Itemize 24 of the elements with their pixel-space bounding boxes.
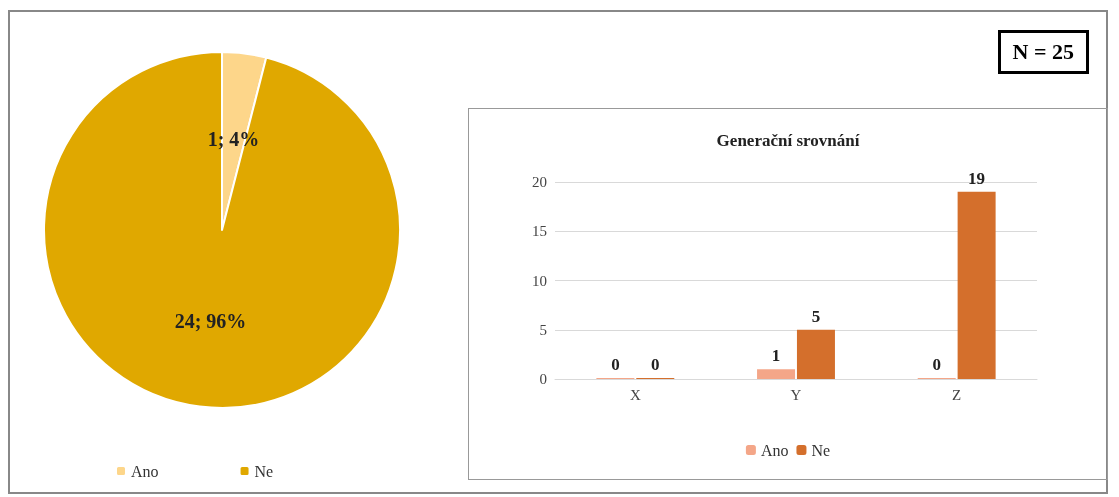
data-label: 24; 96% <box>174 310 247 333</box>
y-tick-label: 15 <box>532 223 547 240</box>
bar <box>757 369 796 379</box>
x-tick-label: Z <box>952 386 962 403</box>
data-label: 0 <box>651 355 660 374</box>
text: N = 25 <box>997 30 1089 74</box>
data-label: 5 <box>811 306 821 326</box>
data-label: 19 <box>968 168 986 188</box>
x-tick-label: Y <box>790 386 802 403</box>
bar <box>957 191 996 379</box>
legend-label: Ne <box>811 441 831 459</box>
legend-label: Ne <box>254 462 274 480</box>
legend-label: Ano <box>760 441 789 459</box>
chart-title: Generační srovnání <box>716 131 860 150</box>
x-tick-label: X <box>629 386 641 403</box>
y-tick-label: 0 <box>539 371 547 387</box>
data-label: 0 <box>932 355 941 374</box>
bar <box>796 329 835 379</box>
legend-label: Ano <box>131 462 159 480</box>
y-tick-label: 10 <box>532 272 547 289</box>
y-tick-label: 5 <box>539 321 547 338</box>
data-label: 0 <box>611 355 620 374</box>
data-label: 1 <box>771 346 781 366</box>
y-tick-label: 20 <box>532 174 547 190</box>
